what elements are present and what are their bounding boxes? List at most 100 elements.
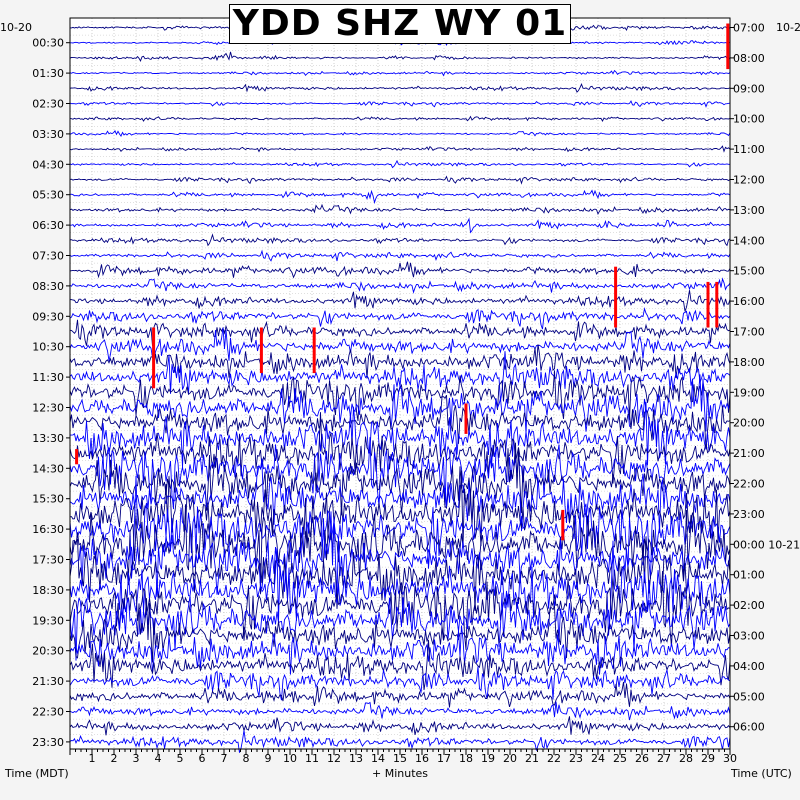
- x-tick-label: 1: [89, 752, 96, 765]
- x-axis-title: + Minutes: [372, 767, 428, 780]
- clipped-marker: [259, 327, 263, 374]
- x-tick-label: 27: [657, 752, 671, 765]
- trace-line: [69, 327, 731, 361]
- x-tick-label: 2: [111, 752, 118, 765]
- trace-line: [69, 374, 731, 434]
- right-time-label: 18:00: [733, 356, 765, 369]
- trace-line: [69, 639, 731, 691]
- right-time-label: 08:00: [733, 52, 765, 65]
- clipped-marker: [312, 327, 316, 374]
- x-tick-label: 23: [569, 752, 583, 765]
- left-time-label: 23:30: [32, 736, 64, 749]
- trace-line: [69, 100, 731, 108]
- x-tick-label: 17: [437, 752, 451, 765]
- trace-line: [69, 504, 731, 595]
- left-time-label: 15:30: [32, 493, 64, 506]
- trace-line: [69, 412, 731, 492]
- clipped-marker: [706, 281, 710, 328]
- trace-line: [69, 470, 731, 549]
- clipped-marker: [715, 281, 719, 328]
- x-tick-label: 26: [635, 752, 649, 765]
- x-tick-label: 5: [177, 752, 184, 765]
- left-time-label: 13:30: [32, 432, 64, 445]
- right-time-label: 00:00 10-21: [733, 538, 800, 551]
- x-tick-label: 8: [243, 752, 250, 765]
- trace-line: [69, 666, 731, 701]
- trace-line: [69, 730, 731, 753]
- trace-line: [69, 115, 731, 122]
- left-time-label: 10:30: [32, 341, 64, 354]
- trace-line: [69, 51, 731, 62]
- left-time-label: 20:30: [32, 645, 64, 658]
- right-time-label: 10:00: [733, 113, 765, 126]
- x-tick-label: 9: [265, 752, 272, 765]
- clipped-marker: [75, 449, 79, 465]
- trace-line: [69, 625, 731, 675]
- trace-line: [69, 511, 731, 597]
- trace-line: [69, 277, 731, 294]
- left-time-label: 16:30: [32, 523, 64, 536]
- left-time-label: 21:30: [32, 675, 64, 688]
- x-tick-label: 15: [393, 752, 407, 765]
- left-time-label: 22:30: [32, 706, 64, 719]
- trace-line: [69, 475, 731, 579]
- seismic-traces: [69, 20, 731, 753]
- left-time-label: 06:30: [32, 219, 64, 232]
- x-tick-label: 3: [133, 752, 140, 765]
- clipped-segments: [75, 23, 730, 541]
- right-time-label: 17:00: [733, 326, 765, 339]
- trace-line: [69, 716, 731, 736]
- right-time-label: 23:00: [733, 508, 765, 521]
- x-tick-label: 29: [701, 752, 715, 765]
- left-time-label: 18:30: [32, 584, 64, 597]
- clipped-marker: [726, 23, 730, 70]
- right-time-label: 16:00: [733, 295, 765, 308]
- right-time-label: 14:00: [733, 234, 765, 247]
- left-time-label: 00:30: [32, 37, 64, 50]
- right-date-label: 10-2: [776, 21, 800, 34]
- trace-line: [69, 319, 731, 347]
- right-time-label: 22:00: [733, 478, 765, 491]
- right-time-label: 13:00: [733, 204, 765, 217]
- trace-line: [69, 82, 731, 93]
- right-time-label: 01:00: [733, 569, 765, 582]
- trace-line: [69, 175, 731, 185]
- trace-line: [69, 249, 731, 262]
- right-axis-title: Time (UTC): [730, 767, 792, 780]
- right-time-label: 07:00: [733, 22, 765, 35]
- clipped-marker: [152, 327, 156, 389]
- x-tick-label: 30: [723, 752, 737, 765]
- left-time-label: 17:30: [32, 554, 64, 567]
- x-tick-label: 25: [613, 752, 627, 765]
- right-time-label: 04:00: [733, 660, 765, 673]
- left-date-label: 10-20: [0, 21, 32, 34]
- clipped-marker: [614, 266, 618, 328]
- chart-title: YDD SHZ WY 01: [232, 3, 568, 44]
- right-time-label: 06:00: [733, 721, 765, 734]
- right-time-label: 19:00: [733, 386, 765, 399]
- x-tick-label: 24: [591, 752, 605, 765]
- trace-line: [69, 130, 731, 138]
- x-tick-label: 19: [481, 752, 495, 765]
- x-tick-label: 14: [371, 752, 385, 765]
- trace-line: [69, 598, 731, 663]
- right-time-label: 09:00: [733, 82, 765, 95]
- right-time-label: 05:00: [733, 690, 765, 703]
- trace-line: [69, 290, 731, 312]
- x-tick-label: 7: [221, 752, 228, 765]
- right-time-label: 20:00: [733, 417, 765, 430]
- trace-line: [69, 307, 731, 330]
- trace-line: [69, 395, 731, 449]
- trace-line: [69, 261, 731, 279]
- clipped-marker: [464, 403, 468, 434]
- x-tick-label: 6: [199, 752, 206, 765]
- right-time-label: 11:00: [733, 143, 765, 156]
- trace-line: [69, 344, 731, 379]
- left-time-label: 01:30: [32, 67, 64, 80]
- clipped-marker: [561, 509, 565, 541]
- x-tick-label: 20: [503, 752, 517, 765]
- trace-line: [69, 570, 731, 650]
- chart-title-box: YDD SHZ WY 01: [229, 4, 571, 44]
- right-time-label: 21:00: [733, 447, 765, 460]
